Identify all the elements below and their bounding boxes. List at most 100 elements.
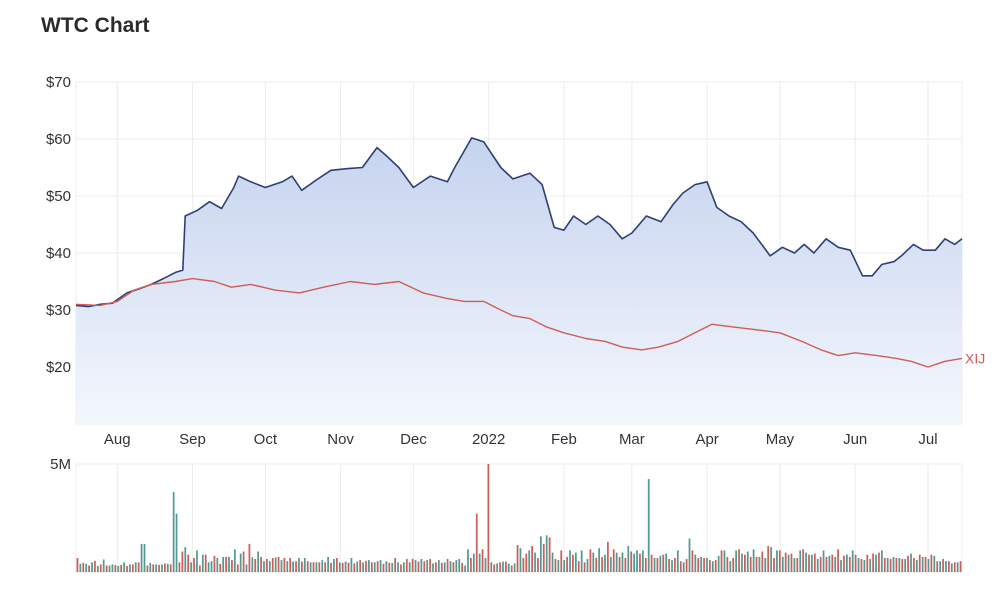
volume-bar[interactable]: [825, 556, 828, 572]
volume-bar[interactable]: [76, 558, 79, 572]
volume-bar[interactable]: [592, 552, 595, 572]
volume-bar[interactable]: [286, 561, 289, 572]
volume-bar[interactable]: [694, 554, 697, 572]
volume-bar[interactable]: [574, 552, 577, 572]
volume-bar[interactable]: [639, 553, 641, 572]
volume-bar[interactable]: [114, 565, 117, 572]
volume-bar[interactable]: [391, 562, 394, 572]
volume-bar[interactable]: [219, 563, 222, 572]
volume-bar[interactable]: [577, 561, 580, 572]
volume-bar[interactable]: [82, 562, 85, 572]
volume-bar[interactable]: [580, 550, 583, 572]
volume-bar[interactable]: [382, 563, 385, 572]
volume-bar[interactable]: [257, 551, 260, 573]
volume-bar[interactable]: [493, 564, 496, 572]
volume-bar[interactable]: [671, 560, 673, 572]
volume-bar[interactable]: [566, 556, 568, 572]
volume-bar[interactable]: [277, 556, 280, 572]
volume-bar[interactable]: [475, 513, 478, 572]
volume-bar[interactable]: [531, 546, 533, 572]
volume-bar[interactable]: [662, 554, 665, 572]
volume-bar[interactable]: [729, 561, 732, 572]
volume-bar[interactable]: [435, 562, 437, 572]
volume-bar[interactable]: [857, 558, 860, 572]
volume-bar[interactable]: [534, 552, 536, 572]
volume-bar[interactable]: [158, 564, 160, 572]
volume-bar[interactable]: [569, 550, 571, 572]
volume-bar[interactable]: [551, 552, 554, 572]
volume-bar[interactable]: [289, 558, 292, 572]
volume-bar[interactable]: [936, 561, 939, 572]
volume-bar[interactable]: [359, 560, 362, 572]
volume-bar[interactable]: [904, 559, 907, 572]
volume-bar[interactable]: [679, 561, 682, 572]
volume-bar[interactable]: [187, 554, 190, 572]
volume-bar[interactable]: [767, 546, 770, 572]
volume-bar[interactable]: [443, 562, 446, 572]
volume-bar[interactable]: [411, 559, 414, 572]
volume-bar[interactable]: [152, 564, 155, 572]
volume-bar[interactable]: [327, 556, 329, 572]
volume-bar[interactable]: [400, 564, 402, 572]
volume-bar[interactable]: [111, 564, 114, 572]
volume-bar[interactable]: [341, 562, 344, 572]
volume-bar[interactable]: [930, 554, 933, 572]
volume-bar[interactable]: [674, 558, 676, 572]
volume-bar[interactable]: [137, 562, 140, 572]
volume-bar[interactable]: [437, 560, 440, 572]
volume-bar[interactable]: [633, 553, 635, 572]
volume-bar[interactable]: [295, 561, 297, 572]
volume-bar[interactable]: [204, 554, 207, 572]
volume-bar[interactable]: [417, 561, 420, 572]
volume-bar[interactable]: [271, 558, 274, 572]
volume-bar[interactable]: [901, 559, 904, 572]
volume-bar[interactable]: [627, 546, 630, 572]
volume-bar[interactable]: [166, 563, 169, 572]
volume-bar[interactable]: [650, 554, 653, 572]
volume-bar[interactable]: [318, 562, 321, 572]
volume-bar[interactable]: [583, 562, 586, 572]
volume-bar[interactable]: [907, 555, 909, 572]
volume-bar[interactable]: [248, 543, 251, 572]
volume-bar[interactable]: [557, 560, 560, 572]
volume-bar[interactable]: [426, 560, 429, 572]
volume-bar[interactable]: [840, 560, 842, 572]
volume-bar[interactable]: [239, 553, 242, 572]
volume-bar[interactable]: [233, 549, 236, 572]
volume-bar[interactable]: [222, 556, 225, 572]
volume-bar[interactable]: [478, 553, 481, 572]
volume-bar[interactable]: [834, 556, 837, 572]
volume-bar[interactable]: [344, 561, 347, 572]
volume-bar[interactable]: [598, 548, 601, 572]
volume-bar[interactable]: [796, 558, 799, 572]
volume-bar[interactable]: [738, 549, 740, 572]
volume-bar[interactable]: [805, 552, 807, 572]
volume-bar[interactable]: [647, 479, 650, 572]
volume-bar[interactable]: [455, 560, 458, 572]
volume-bar[interactable]: [607, 541, 609, 572]
volume-bar[interactable]: [863, 560, 866, 572]
volume-bar[interactable]: [117, 566, 120, 572]
volume-bar[interactable]: [726, 556, 729, 572]
volume-bar[interactable]: [659, 555, 662, 572]
volume-bar[interactable]: [333, 559, 335, 572]
volume-bar[interactable]: [242, 551, 245, 573]
volume-bar[interactable]: [126, 566, 128, 572]
volume-bar[interactable]: [309, 562, 312, 572]
volume-bar[interactable]: [612, 549, 615, 572]
volume-bar[interactable]: [335, 558, 338, 572]
volume-bar[interactable]: [811, 554, 813, 572]
volume-bar[interactable]: [793, 558, 796, 572]
volume-bar[interactable]: [601, 556, 603, 572]
volume-bar[interactable]: [420, 559, 423, 572]
volume-bar[interactable]: [129, 564, 131, 572]
volume-bar[interactable]: [268, 561, 271, 572]
volume-bar[interactable]: [776, 550, 778, 572]
volume-bar[interactable]: [178, 562, 181, 572]
volume-bar[interactable]: [711, 561, 714, 572]
volume-bar[interactable]: [513, 563, 516, 572]
volume-bar[interactable]: [848, 556, 851, 572]
volume-bar[interactable]: [201, 554, 204, 572]
volume-bar[interactable]: [761, 551, 764, 573]
volume-bar[interactable]: [656, 558, 659, 572]
